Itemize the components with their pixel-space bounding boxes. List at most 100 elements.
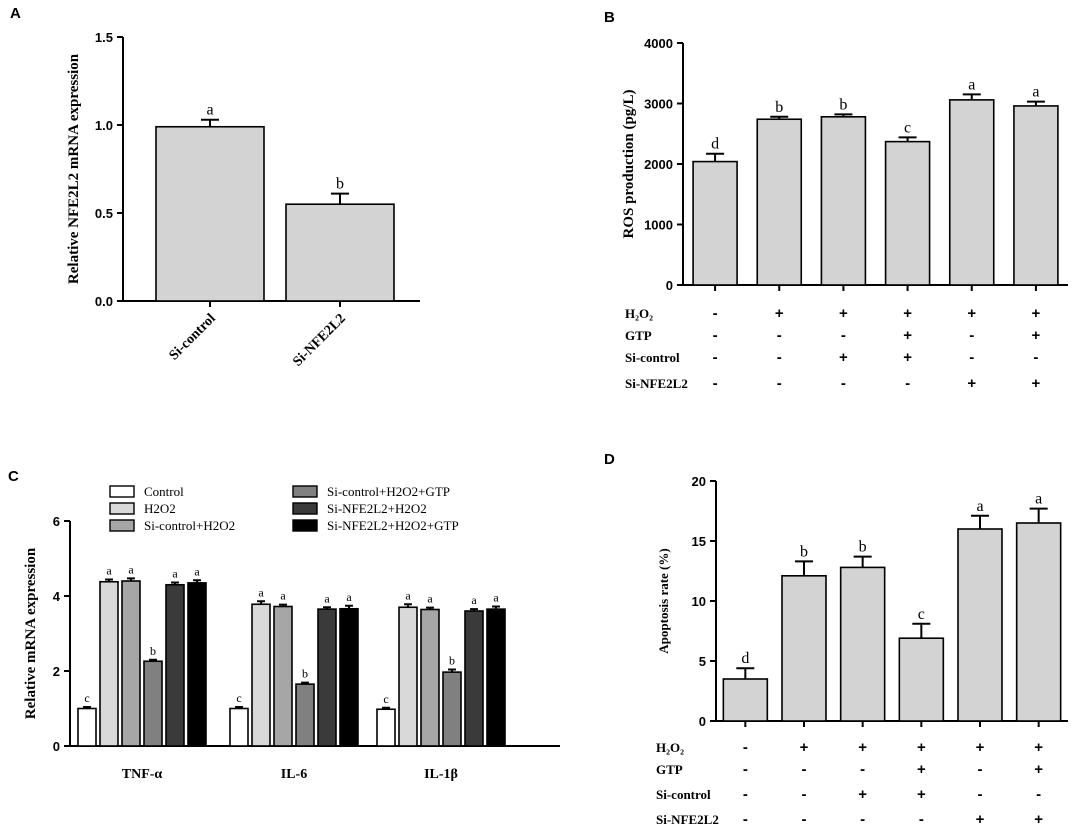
- panel-b-treatment-sign: +: [1032, 305, 1041, 322]
- panel-d-y-tick-label: 5: [699, 654, 706, 669]
- panel-c-bar: [317, 608, 337, 747]
- panel-c-bar: [442, 671, 462, 747]
- panel-c-significance-label: a: [128, 562, 134, 576]
- panel-c-significance-label: c: [383, 692, 388, 706]
- panel-b-treatment-sign: +: [1032, 375, 1041, 392]
- panel-d-y-tick-label: 20: [692, 474, 706, 489]
- panel-c-bar: [229, 707, 249, 747]
- panel-b-significance-label: a: [968, 76, 975, 93]
- panel-b-bar: [692, 160, 738, 286]
- panel-d-bar: [898, 637, 945, 722]
- panel-b-y-tick-label: 2000: [644, 157, 673, 172]
- panel-d-treatment-sign: -: [1036, 786, 1041, 803]
- panel-c-significance-label: a: [471, 593, 477, 607]
- panel-c-bar: [99, 580, 119, 747]
- panel-b-bar: [820, 116, 867, 286]
- panel-c-bar: [464, 610, 484, 747]
- panel-c-bar: [143, 660, 163, 747]
- panel-c-bar: [187, 582, 207, 747]
- panel-a-y-tick-label: 1.5: [95, 30, 113, 45]
- panel-c-bar: [398, 606, 418, 747]
- panel-b-significance-label: c: [904, 119, 911, 136]
- panel-label-a: A: [10, 5, 21, 22]
- panel-b-treatment-sign: -: [713, 327, 718, 344]
- panel-a-y-tick-label: 0.0: [95, 294, 113, 309]
- panel-c-significance-label: a: [106, 564, 112, 578]
- panel-b-y-tick-label: 0: [666, 278, 673, 293]
- panel-b-y-axis-label: ROS production (pg/L): [621, 90, 637, 239]
- panel-b-significance-label: b: [775, 99, 783, 116]
- panel-c-y-tick-label: 4: [53, 589, 61, 604]
- panel-c-bar: [420, 608, 440, 747]
- panel-b-treatment-label: Si-control: [625, 350, 680, 365]
- panel-d-y-tick-label: 0: [699, 714, 706, 729]
- panel-c-y-tick-label: 0: [53, 739, 60, 754]
- panel-d-treatment-sign: -: [919, 811, 924, 828]
- panel-label-c: C: [8, 468, 19, 485]
- panel-d-treatment-sign: +: [800, 739, 809, 756]
- panel-d-bar: [722, 678, 769, 722]
- panel-d-significance-label: d: [741, 650, 749, 667]
- panel-b-treatment-sign: +: [903, 305, 912, 322]
- panel-a-significance-label: a: [206, 102, 213, 119]
- panel-b-bar: [884, 140, 931, 286]
- panel-c-legend-swatch: [292, 502, 318, 515]
- panel-d-significance-label: b: [800, 543, 808, 560]
- panel-d-treatment-label: H₂O₂: [656, 740, 684, 755]
- panel-d-significance-label: c: [918, 606, 925, 623]
- panel-b-treatment-sign: -: [969, 349, 974, 366]
- panel-d-treatment-sign: -: [860, 761, 865, 778]
- panel-c-legend-swatch: [292, 519, 318, 532]
- panel-b-treatment-sign: +: [967, 305, 976, 322]
- panel-c-legend-swatch: [292, 485, 318, 498]
- panel-c-legend-label: Control: [144, 484, 184, 499]
- panel-d-treatment-sign: +: [917, 739, 926, 756]
- panel-d-treatment-sign: -: [802, 786, 807, 803]
- panel-a-significance-label: b: [336, 176, 344, 193]
- panel-c-bar: [486, 608, 506, 747]
- panel-c-bar: [77, 707, 97, 747]
- panel-b-treatment-label: GTP: [625, 328, 652, 343]
- panel-d-treatment-sign: +: [858, 786, 867, 803]
- panel-b-treatment-sign: -: [777, 375, 782, 392]
- panel-b-treatment-sign: -: [841, 327, 846, 344]
- panel-d-treatment-sign: +: [858, 739, 867, 756]
- panel-d-treatment-sign: +: [1034, 761, 1043, 778]
- panel-b-chart: 0 1000 2000 3000 4000 ROS production (pg/L) d b…: [621, 36, 1068, 392]
- panel-a-bar: [285, 203, 395, 302]
- panel-d-treatment-sign: +: [917, 761, 926, 778]
- panel-c-bar: [273, 605, 293, 747]
- panel-d-treatment-sign: -: [978, 761, 983, 778]
- panel-d-bar: [781, 574, 827, 722]
- panel-label-b: B: [604, 9, 615, 26]
- panel-b-treatment-label: Si-NFE2L2: [625, 376, 688, 391]
- panel-a-x-tick-label: Si-control: [167, 311, 219, 363]
- panel-d-treatment-sign: -: [743, 786, 748, 803]
- panel-c-y-tick-label: 2: [53, 664, 60, 679]
- panel-b-treatment-sign: +: [903, 327, 912, 344]
- panel-b-treatment-sign: -: [713, 305, 718, 322]
- panel-b-treatment-sign: +: [967, 375, 976, 392]
- panel-d-treatment-sign: -: [802, 761, 807, 778]
- panel-c-bar: [339, 607, 359, 747]
- panel-b-treatment-sign: -: [777, 327, 782, 344]
- panel-b-treatment-sign: -: [1033, 349, 1038, 366]
- panel-c-chart: 0 2 4 6 Relative mRNA expression c a a b a a TNF-α c…: [23, 484, 560, 782]
- panel-b-treatment-sign: -: [969, 327, 974, 344]
- panel-c-significance-label: a: [280, 589, 286, 603]
- panel-b-significance-label: d: [711, 136, 719, 153]
- panel-a-x-tick-label: Si-NFE2L2: [290, 311, 348, 369]
- panel-d-treatment-sign: -: [802, 811, 807, 828]
- panel-d-treatment-sign: +: [1034, 739, 1043, 756]
- panel-c-bar: [376, 708, 396, 747]
- panel-b-significance-label: a: [1032, 84, 1039, 101]
- panel-d-treatment-sign: +: [1034, 811, 1043, 828]
- panel-c-significance-label: a: [493, 591, 499, 605]
- panel-d-treatment-label: Si-NFE2L2: [656, 812, 719, 827]
- panel-c-legend-label: Si-control+H2O2: [144, 518, 235, 533]
- panel-c-x-tick-label: IL-6: [281, 767, 307, 782]
- panel-c-significance-label: a: [172, 567, 178, 581]
- panel-d-bar: [957, 528, 1003, 722]
- panel-c-legend-label: Si-control+H2O2+GTP: [327, 484, 450, 499]
- panel-d-treatment-sign: -: [743, 739, 748, 756]
